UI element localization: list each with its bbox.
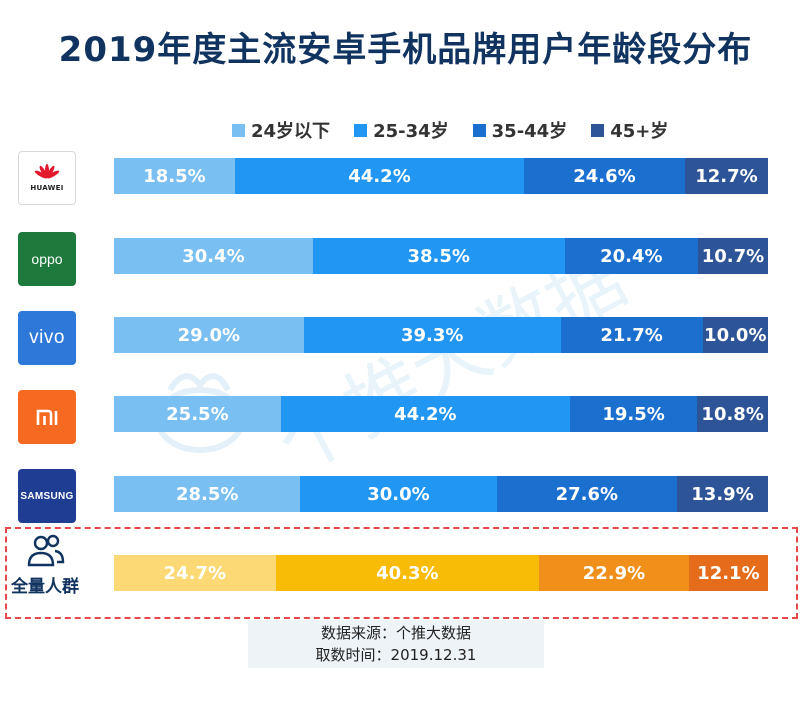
bar-row-vivo: 29.0% 39.3% 21.7% 10.0%: [114, 317, 768, 353]
value-label: 12.1%: [697, 562, 760, 584]
oppo-logo: oppo: [18, 232, 76, 286]
bar-total-25-34: 40.3%: [275, 555, 540, 591]
bar-oppo-24-under: 30.4%: [114, 238, 313, 274]
legend: 24岁以下 25-34岁 35-44岁 45+岁: [232, 118, 692, 142]
bar-huawei-24-under: 18.5%: [114, 158, 235, 194]
bar-row-huawei: 18.5% 44.2% 24.6% 12.7%: [114, 158, 768, 194]
legend-swatch-2: [354, 123, 368, 137]
value-label: 20.4%: [600, 245, 663, 267]
value-label: 44.2%: [348, 165, 411, 187]
bar-huawei-25-34: 44.2%: [234, 158, 525, 194]
huawei-logo-text: HUAWEI: [30, 184, 64, 192]
samsung-logo: SAMSUNG: [18, 469, 76, 523]
bar-vivo-25-34: 39.3%: [303, 317, 561, 353]
people-icon: [27, 534, 65, 567]
huawei-flower-icon: [34, 164, 60, 179]
huawei-logo: HUAWEI: [18, 151, 76, 205]
legend-item-1: 24岁以下: [232, 117, 330, 143]
source-line-1: 数据来源：个推大数据: [320, 624, 471, 642]
bar-vivo-24-under: 29.0%: [114, 317, 304, 353]
bar-samsung-35-44: 27.6%: [496, 476, 678, 512]
legend-label-4: 45+岁: [610, 121, 669, 142]
chart-title: 2019年度主流安卓手机品牌用户年龄段分布: [58, 30, 753, 70]
bar-mi-24-under: 25.5%: [114, 396, 281, 432]
value-label: 27.6%: [555, 483, 619, 505]
bar-vivo-45-plus: 10.0%: [702, 317, 768, 353]
bar-row-total: 24.7% 40.3% 22.9% 12.1%: [114, 555, 768, 591]
bar-oppo-45-plus: 10.7%: [698, 238, 768, 274]
value-label: 28.5%: [175, 483, 239, 505]
value-label: 40.3%: [376, 562, 439, 584]
value-label: 10.8%: [701, 403, 764, 425]
vivo-logo-text: vivo: [29, 327, 65, 348]
value-label: 24.6%: [573, 165, 636, 187]
value-label: 30.0%: [367, 483, 430, 505]
value-label: 13.9%: [691, 483, 754, 505]
bar-mi-35-44: 19.5%: [569, 396, 698, 432]
bar-row-oppo: 30.4% 38.5% 20.4% 10.7%: [114, 238, 768, 274]
bar-samsung-25-34: 30.0%: [300, 476, 497, 512]
source-note: 数据来源：个推大数据 取数时间：2019.12.31: [248, 620, 544, 668]
source-line-2: 取数时间：2019.12.31: [315, 646, 477, 664]
bar-row-samsung: 28.5% 30.0% 27.6% 13.9%: [114, 476, 768, 512]
bar-total-45-plus: 12.1%: [688, 555, 768, 591]
value-label: 12.7%: [695, 165, 758, 187]
value-label: 25.5%: [166, 403, 229, 425]
bar-huawei-45-plus: 12.7%: [684, 158, 768, 194]
value-label: 19.5%: [602, 403, 665, 425]
vivo-logo: vivo: [18, 311, 76, 365]
total-highlight-box: [5, 527, 798, 619]
samsung-logo-text: SAMSUNG: [20, 490, 74, 502]
bar-vivo-35-44: 21.7%: [560, 317, 703, 353]
legend-swatch-1: [232, 123, 245, 137]
value-label: 18.5%: [143, 165, 206, 187]
value-label: 44.2%: [394, 403, 457, 425]
bar-oppo-25-34: 38.5%: [312, 238, 565, 274]
oppo-logo-text: oppo: [31, 251, 63, 267]
bar-samsung-24-under: 28.5%: [114, 476, 301, 512]
value-label: 24.7%: [163, 562, 226, 584]
mi-logo-icon: [36, 409, 58, 425]
value-label: 29.0%: [177, 324, 241, 346]
value-label: 10.7%: [701, 245, 765, 267]
bar-mi-45-plus: 10.8%: [697, 396, 768, 432]
legend-item-2: 25-34岁: [354, 117, 449, 143]
bar-total-35-44: 22.9%: [539, 555, 689, 591]
bar-mi-25-34: 44.2%: [280, 396, 570, 432]
total-group-label: 全量人群: [11, 577, 79, 597]
bar-oppo-35-44: 20.4%: [564, 238, 698, 274]
bar-huawei-35-44: 24.6%: [524, 158, 685, 194]
value-label: 10.0%: [704, 324, 767, 346]
legend-label-2: 25-34岁: [373, 121, 449, 142]
value-label: 38.5%: [407, 245, 470, 267]
legend-label-3: 35-44岁: [491, 121, 568, 142]
value-label: 30.4%: [182, 245, 245, 267]
value-label: 21.7%: [600, 324, 663, 346]
bar-samsung-45-plus: 13.9%: [677, 476, 768, 512]
legend-item-3: 35-44岁: [472, 117, 568, 143]
mi-logo: [18, 390, 76, 444]
bar-total-24-under: 24.7%: [114, 555, 276, 591]
legend-swatch-4: [591, 123, 605, 137]
bar-row-mi: 25.5% 44.2% 19.5% 10.8%: [114, 396, 768, 432]
legend-label-1: 24岁以下: [251, 121, 331, 142]
value-label: 22.9%: [582, 562, 646, 584]
legend-item-4: 45+岁: [591, 117, 668, 143]
legend-swatch-3: [472, 123, 486, 137]
value-label: 39.3%: [400, 324, 464, 346]
